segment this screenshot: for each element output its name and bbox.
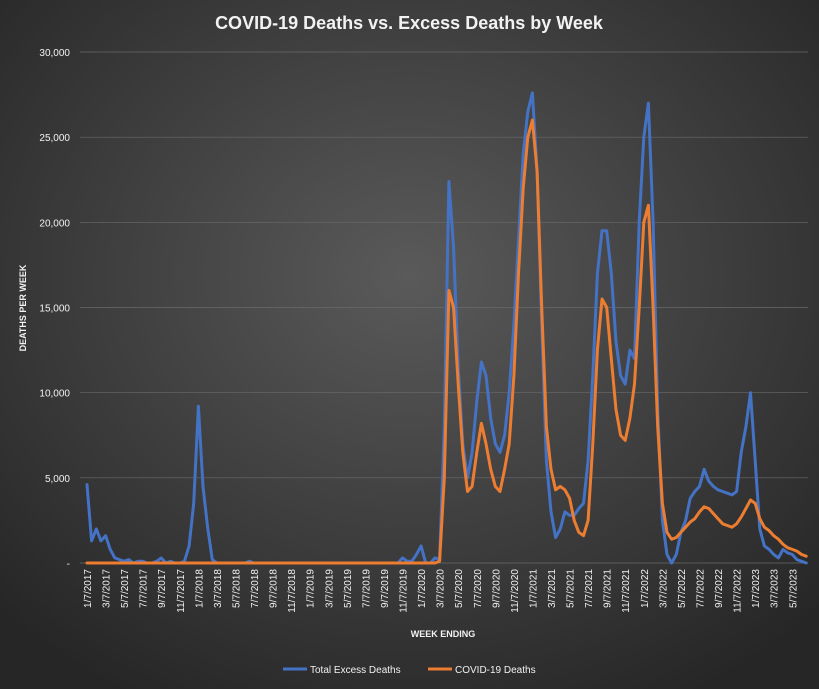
legend-label: COVID-19 Deaths — [455, 665, 536, 676]
x-tick-label: 5/7/2018 — [231, 569, 242, 608]
x-tick-label: 3/7/2022 — [658, 569, 669, 608]
y-tick-label: - — [67, 559, 70, 570]
x-tick-label: 7/7/2022 — [695, 569, 706, 608]
x-tick-label: 3/7/2017 — [102, 569, 113, 608]
x-tick-label: 1/7/2018 — [194, 569, 205, 608]
x-tick-label: 9/7/2017 — [157, 569, 168, 608]
x-tick-label: 3/7/2020 — [436, 569, 447, 608]
x-tick-label: 3/7/2023 — [770, 569, 781, 608]
x-tick-label: 11/7/2019 — [399, 569, 410, 613]
x-tick-label: 9/7/2019 — [380, 569, 391, 608]
y-tick-label: 30,000 — [39, 48, 70, 59]
x-tick-label: 5/7/2017 — [120, 569, 131, 608]
x-tick-label: 1/7/2019 — [306, 569, 317, 608]
y-tick-label: 25,000 — [39, 133, 70, 144]
x-tick-label: 9/7/2020 — [491, 569, 502, 608]
x-tick-label: 11/7/2020 — [510, 569, 521, 613]
y-tick-label: 5,000 — [45, 474, 70, 485]
x-tick-label: 9/7/2022 — [714, 569, 725, 608]
x-axis-label: WEEK ENDING — [411, 629, 476, 639]
x-tick-label: 11/7/2022 — [733, 569, 744, 613]
x-tick-label: 5/7/2023 — [788, 569, 799, 608]
x-tick-label: 1/7/2017 — [83, 569, 94, 608]
x-tick-label: 5/7/2021 — [566, 569, 577, 608]
x-tick-label: 7/7/2017 — [139, 569, 150, 608]
y-axis-label: DEATHS PER WEEK — [18, 264, 28, 351]
series-line — [85, 91, 808, 565]
y-tick-label: 15,000 — [39, 304, 70, 315]
x-tick-label: 9/7/2021 — [603, 569, 614, 608]
x-tick-label: 1/7/2023 — [751, 569, 762, 608]
x-tick-label: 7/7/2018 — [250, 569, 261, 608]
x-tick-label: 11/7/2017 — [176, 569, 187, 613]
x-tick-label: 9/7/2018 — [269, 569, 280, 608]
x-tick-label: 7/7/2021 — [584, 569, 595, 608]
x-tick-label: 1/7/2021 — [528, 569, 539, 608]
x-tick-label: 5/7/2022 — [677, 569, 688, 608]
chart-title: COVID-19 Deaths vs. Excess Deaths by Wee… — [215, 13, 604, 33]
x-tick-label: 5/7/2019 — [343, 569, 354, 608]
x-tick-label: 11/7/2021 — [621, 569, 632, 613]
y-tick-label: 20,000 — [39, 218, 70, 229]
x-tick-label: 7/7/2020 — [473, 569, 484, 608]
legend-label: Total Excess Deaths — [310, 665, 401, 676]
x-tick-label: 11/7/2018 — [287, 569, 298, 613]
x-tick-label: 1/7/2020 — [417, 569, 428, 608]
x-tick-label: 1/7/2022 — [640, 569, 651, 608]
x-tick-label: 3/7/2021 — [547, 569, 558, 608]
x-tick-label: 5/7/2020 — [454, 569, 465, 608]
y-tick-label: 10,000 — [39, 389, 70, 400]
x-tick-label: 3/7/2018 — [213, 569, 224, 608]
x-tick-label: 3/7/2019 — [324, 569, 335, 608]
x-tick-label: 7/7/2019 — [361, 569, 372, 608]
series-line — [85, 118, 808, 565]
